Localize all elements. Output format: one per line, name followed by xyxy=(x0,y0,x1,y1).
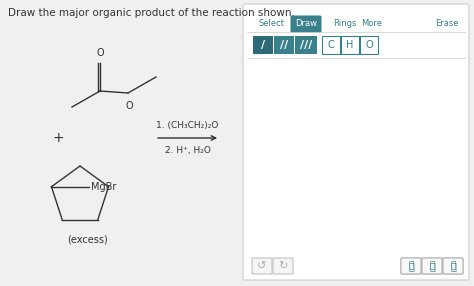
Text: O: O xyxy=(125,101,133,111)
Text: O: O xyxy=(96,48,104,58)
Text: 🔍: 🔍 xyxy=(429,261,435,271)
Text: //: // xyxy=(280,40,288,50)
Text: 2. H⁺, H₂O: 2. H⁺, H₂O xyxy=(164,146,210,155)
Text: /: / xyxy=(261,40,265,50)
Text: MgBr: MgBr xyxy=(91,182,117,192)
Text: +: + xyxy=(52,131,64,145)
FancyBboxPatch shape xyxy=(360,36,378,54)
Text: O: O xyxy=(365,40,373,50)
FancyBboxPatch shape xyxy=(401,258,421,274)
Text: Draw: Draw xyxy=(295,19,317,29)
FancyBboxPatch shape xyxy=(252,258,272,274)
FancyBboxPatch shape xyxy=(291,15,321,33)
Text: Select: Select xyxy=(259,19,285,29)
Text: 🔍: 🔍 xyxy=(408,261,414,271)
FancyBboxPatch shape xyxy=(443,258,463,274)
Text: H: H xyxy=(346,40,354,50)
Bar xyxy=(274,36,294,54)
Text: Rings: Rings xyxy=(333,19,356,29)
FancyBboxPatch shape xyxy=(422,258,442,274)
FancyBboxPatch shape xyxy=(341,36,359,54)
Text: 🔍: 🔍 xyxy=(408,261,414,271)
Text: More: More xyxy=(361,19,382,29)
Bar xyxy=(295,36,317,54)
Text: ↻: ↻ xyxy=(278,261,288,271)
Bar xyxy=(253,36,273,54)
Text: Draw the major organic product of the reaction shown.: Draw the major organic product of the re… xyxy=(8,8,295,18)
FancyBboxPatch shape xyxy=(443,258,463,274)
Text: 🔍: 🔍 xyxy=(450,261,456,271)
Text: ↺: ↺ xyxy=(257,261,267,271)
Text: Erase: Erase xyxy=(436,19,459,29)
FancyBboxPatch shape xyxy=(401,258,421,274)
FancyBboxPatch shape xyxy=(273,258,293,274)
Text: 🔍: 🔍 xyxy=(429,261,435,271)
FancyBboxPatch shape xyxy=(243,4,469,280)
Text: C: C xyxy=(328,40,334,50)
Text: 1. (CH₃CH₂)₂O: 1. (CH₃CH₂)₂O xyxy=(156,121,219,130)
FancyBboxPatch shape xyxy=(422,258,442,274)
Text: (excess): (excess) xyxy=(68,235,109,245)
Text: 🔍: 🔍 xyxy=(450,261,456,271)
FancyBboxPatch shape xyxy=(322,36,340,54)
Text: ///: /// xyxy=(300,40,312,50)
